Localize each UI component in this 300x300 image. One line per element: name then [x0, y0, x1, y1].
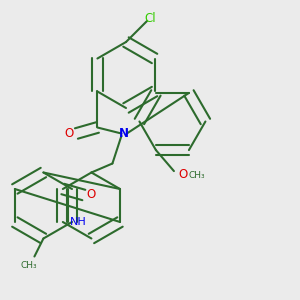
Text: O: O: [64, 127, 74, 140]
Text: CH₃: CH₃: [20, 261, 37, 270]
Text: O: O: [87, 188, 96, 202]
Text: N: N: [119, 127, 129, 140]
Text: Cl: Cl: [144, 11, 156, 25]
Text: CH₃: CH₃: [188, 171, 205, 180]
Text: NH: NH: [70, 217, 86, 227]
Text: O: O: [178, 168, 188, 181]
